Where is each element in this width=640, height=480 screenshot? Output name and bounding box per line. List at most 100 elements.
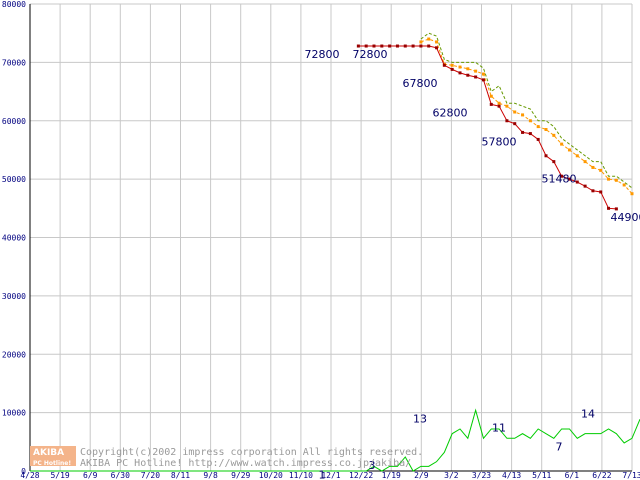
x-tick-label: 6/1 [565,471,580,480]
y-tick-label: 70000 [2,58,26,67]
point-average [466,67,470,71]
point-min [458,71,462,75]
point-min [427,44,431,48]
x-tick-label: 9/29 [231,471,250,480]
data-label: 14 [581,408,595,421]
point-average [567,148,571,152]
point-min [481,78,485,82]
data-label: 72800 [353,48,388,61]
logo-box [30,446,76,466]
point-min [474,75,478,79]
logo-top-text: AKIBA [33,448,64,458]
point-min [395,44,399,48]
data-label: 67800 [403,77,438,90]
data-label: 57800 [482,136,517,149]
point-average [474,69,478,73]
point-average [630,192,634,196]
point-min [364,44,368,48]
y-tick-label: 50000 [2,175,26,184]
data-label: 51480 [542,172,577,185]
series-line-max [420,32,633,189]
x-tick-label: 1/19 [382,471,401,480]
x-tick-label: 11/10 [289,471,313,480]
point-min [356,44,360,48]
data-label: 62800 [433,106,468,119]
point-min [380,44,384,48]
grid-lines [29,3,633,472]
point-average [419,40,423,44]
x-tick-labels: 4/28 5/19 6/9 6/30 7/20 8/11 9/8 9/29 10/20 11/10… [20,471,640,480]
point-average [528,119,532,123]
point-min [505,119,509,123]
y-tick-label: 0 [21,467,26,476]
point-min [599,190,603,194]
series-line-average [420,38,633,195]
point-min [607,206,611,210]
y-tick-label: 20000 [2,350,26,359]
point-average [521,113,525,117]
y-tick-label: 60000 [2,117,26,126]
x-tick-label: 7/13 [622,471,640,480]
point-average [458,65,462,69]
x-tick-label: 5/11 [532,471,551,480]
point-min [575,180,579,184]
x-tick-label: 5/19 [50,471,69,480]
series-line-shops [30,408,640,472]
data-label: 44900 [611,211,640,224]
x-tick-label: 6/9 [83,471,98,480]
point-min [567,177,571,181]
data-label: 11 [492,422,506,435]
data-labels: 7280072800678006280057800514804490013131… [305,48,640,480]
y-tick-label: 30000 [2,292,26,301]
data-label: 7 [556,440,563,453]
series-group [30,32,640,472]
x-tick-label: 12/1 [321,471,340,480]
point-min [497,104,501,108]
point-average [622,183,626,187]
x-tick-label: 9/8 [203,471,218,480]
x-tick-label: 6/22 [592,471,611,480]
logo-bottom-text: PC Hotline! [33,460,71,467]
x-tick-label: 6/30 [111,471,130,480]
y-tick-label: 10000 [2,409,26,418]
point-min [435,46,439,50]
point-average [513,110,517,114]
x-tick-label: 3/2 [444,471,459,480]
point-min [489,102,493,106]
point-min [466,73,470,77]
data-label: 3 [369,459,376,472]
point-min [388,44,392,48]
point-average [599,168,603,172]
point-average [552,133,556,137]
point-min [521,130,525,134]
y-tick-label: 80000 [2,0,26,9]
x-tick-label: 4/13 [502,471,521,480]
point-average [481,72,485,76]
point-min [591,189,595,193]
point-average [583,160,587,164]
x-tick-label: 2/9 [414,471,429,480]
point-average [560,142,564,146]
url-line: AKIBA PC Hotline! http://www.watch.impre… [80,458,411,469]
x-tick-label: 10/20 [259,471,283,480]
point-min [411,44,415,48]
point-min [552,160,556,164]
x-tick-label: 8/11 [171,471,190,480]
point-min [583,184,587,188]
data-label: 1 [319,468,326,480]
x-tick-label: 12/22 [349,471,373,480]
data-label: 72800 [305,48,340,61]
series-line-min [358,45,617,210]
point-min [513,122,517,126]
y-tick-label: 40000 [2,234,26,243]
y-tick-labels: 0 10000 20000 30000 40000 50000 60000 70000 8000… [2,0,26,476]
copyright-line: Copyright(c)2002 impress corporation All… [80,447,423,458]
data-label: 13 [413,412,427,425]
point-average [591,165,595,169]
point-min [544,154,548,158]
point-average [505,104,509,108]
x-tick-label: 4/28 [20,471,39,480]
point-average [614,178,618,182]
watermark: AKIBA PC Hotline! Copyright(c)2002 impre… [30,446,423,469]
